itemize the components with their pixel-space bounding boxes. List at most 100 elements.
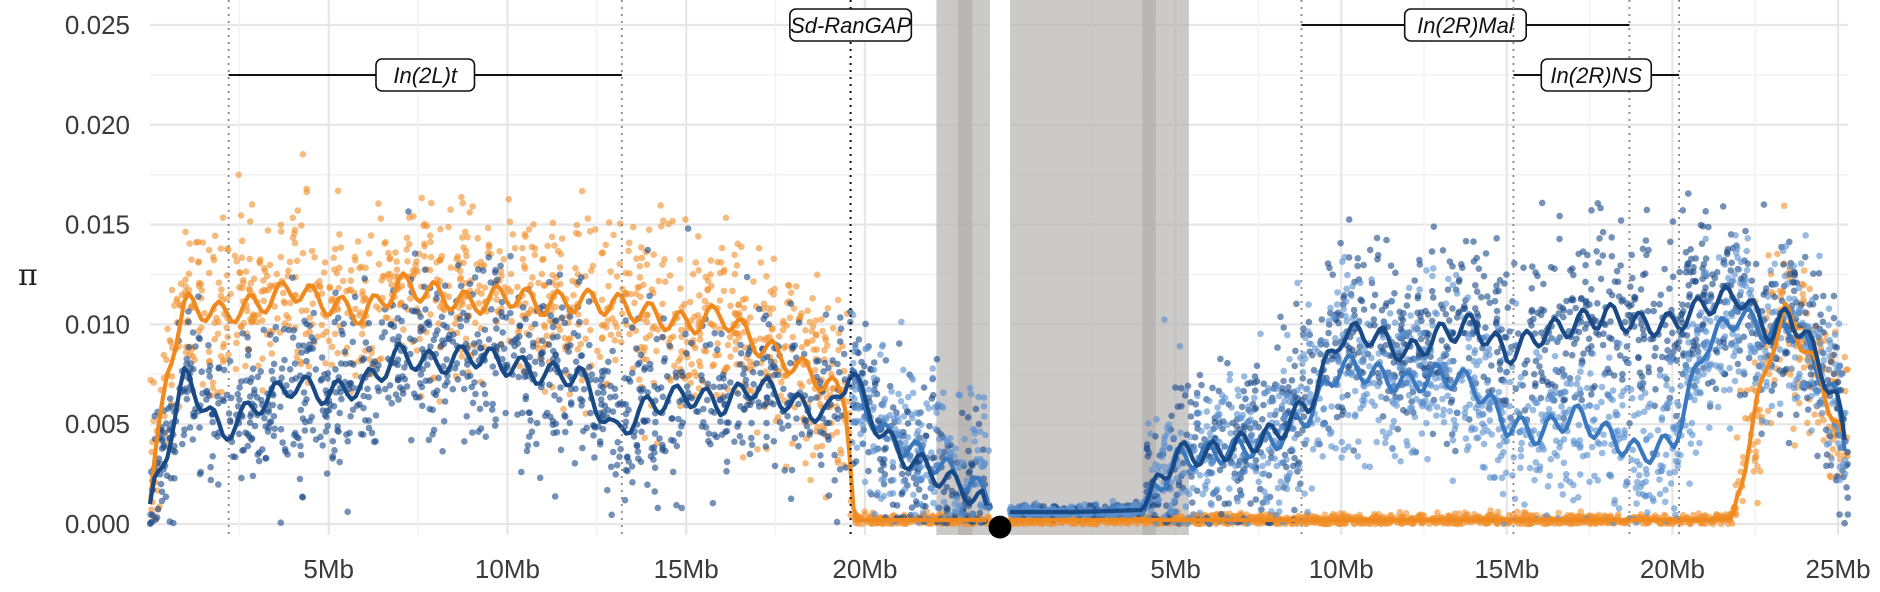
data-point (535, 279, 542, 287)
data-point (1635, 336, 1643, 344)
data-point (462, 247, 470, 255)
data-point (207, 463, 214, 471)
data-point (492, 317, 499, 324)
data-point (1779, 288, 1787, 296)
data-point (522, 395, 529, 403)
data-point (480, 381, 487, 388)
data-point (1375, 510, 1382, 518)
data-point (334, 423, 341, 430)
data-point (755, 403, 763, 410)
data-point (1334, 309, 1342, 317)
data-point (580, 427, 587, 435)
data-point (1506, 328, 1513, 335)
data-point (1801, 253, 1809, 261)
data-point (807, 476, 814, 484)
data-point (1179, 459, 1187, 467)
data-point (791, 342, 798, 349)
data-point (1707, 291, 1715, 299)
data-point (561, 319, 568, 327)
data-point (215, 318, 222, 326)
data-point (323, 413, 330, 421)
data-point (1504, 304, 1512, 312)
data-point (1607, 512, 1614, 520)
data-point (525, 331, 533, 339)
data-point (1379, 413, 1387, 420)
data-point (646, 292, 653, 300)
data-point (347, 267, 355, 274)
data-point (195, 259, 202, 266)
data-point (1562, 350, 1570, 357)
data-point (1472, 305, 1479, 312)
data-point (485, 243, 493, 251)
data-point (538, 270, 546, 278)
data-point (609, 448, 617, 456)
data-point (825, 364, 832, 372)
data-point (1817, 311, 1824, 319)
data-point (606, 394, 614, 401)
data-point (709, 499, 717, 507)
data-point (654, 504, 662, 512)
data-point (1830, 314, 1838, 322)
data-point (330, 254, 338, 262)
data-point (168, 286, 176, 294)
data-point (351, 293, 359, 301)
data-point (277, 221, 285, 229)
data-point (746, 358, 754, 366)
data-point (780, 385, 787, 393)
data-point (240, 276, 247, 284)
data-point (251, 386, 258, 394)
data-point (801, 416, 808, 424)
data-point (781, 467, 788, 474)
data-point (334, 349, 342, 357)
data-point (636, 262, 644, 270)
data-point (809, 337, 816, 344)
data-point (287, 299, 294, 307)
data-point (171, 302, 178, 309)
data-point (898, 470, 906, 478)
data-point (717, 418, 724, 425)
data-point (293, 257, 301, 265)
data-point (173, 295, 181, 303)
data-point (538, 360, 546, 368)
data-point (967, 460, 975, 467)
data-point (492, 416, 500, 423)
data-point (482, 433, 490, 441)
data-point (675, 415, 682, 423)
data-point (368, 429, 376, 437)
data-point (1684, 260, 1691, 268)
data-point (1216, 466, 1224, 474)
data-point (537, 383, 545, 391)
data-point (565, 348, 572, 355)
data-point (610, 231, 617, 239)
data-point (768, 326, 776, 333)
data-point (219, 214, 227, 221)
data-point (239, 447, 246, 454)
data-point (577, 352, 585, 360)
data-point (443, 356, 450, 363)
data-point (181, 426, 188, 433)
data-point (440, 321, 447, 329)
data-point (1572, 304, 1579, 312)
data-point (567, 399, 575, 406)
data-point (597, 396, 605, 403)
heterochromatin-shading (936, 0, 1189, 540)
data-point (185, 343, 192, 351)
data-point (569, 277, 576, 285)
data-point (456, 315, 464, 323)
data-point (340, 320, 348, 328)
data-point (434, 327, 441, 334)
data-point (347, 277, 355, 285)
data-point (421, 252, 428, 260)
data-point (405, 208, 412, 215)
data-point (673, 442, 681, 450)
data-point (298, 349, 306, 356)
data-point (626, 330, 633, 338)
data-point (1354, 254, 1362, 262)
data-point (677, 285, 684, 292)
data-point (880, 461, 888, 469)
data-point (1198, 381, 1205, 389)
data-point (737, 341, 744, 349)
data-point (309, 427, 317, 434)
data-point (246, 287, 254, 294)
data-point (692, 259, 700, 266)
